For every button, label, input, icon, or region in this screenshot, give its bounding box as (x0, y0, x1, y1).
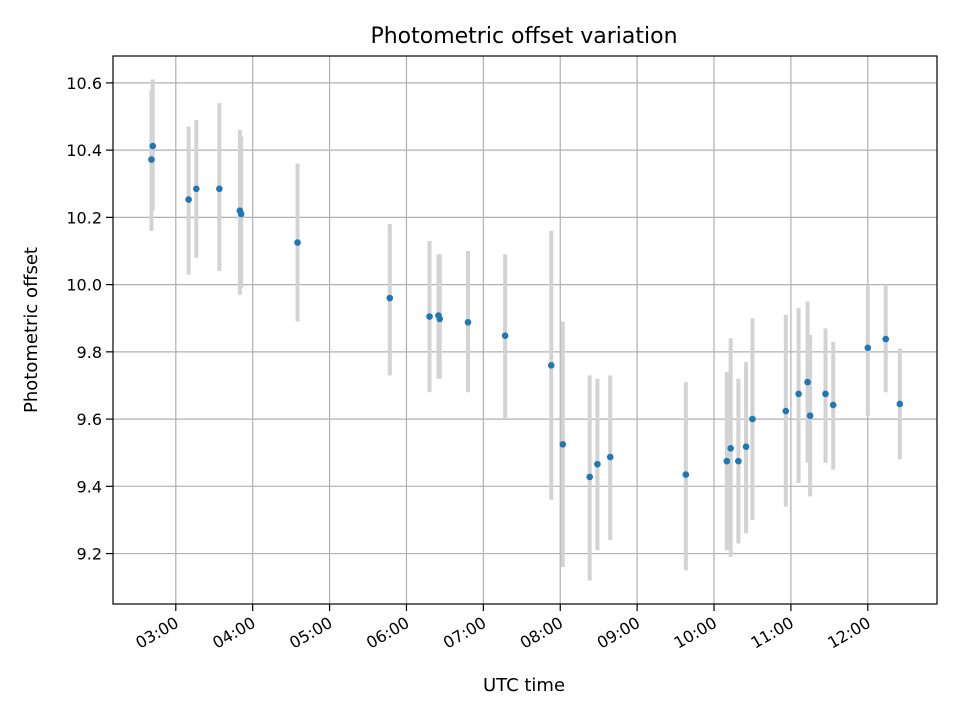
data-point (149, 142, 157, 150)
data-point (829, 401, 837, 409)
x-axis-label: UTC time (483, 675, 565, 696)
data-point (806, 412, 814, 420)
y-tick-label: 9.4 (77, 477, 102, 496)
data-point (464, 318, 472, 326)
y-tick-label: 9.6 (77, 410, 102, 429)
data-point (237, 210, 245, 218)
data-point (216, 185, 223, 193)
data-point (426, 313, 433, 320)
y-tick-label: 10.0 (66, 276, 102, 295)
data-point (386, 294, 394, 302)
chart-title: Photometric offset variation (370, 24, 677, 49)
data-point (882, 335, 890, 343)
data-point (896, 400, 904, 408)
data-point (822, 390, 829, 398)
data-point (723, 457, 731, 465)
data-point (782, 407, 790, 415)
data-point (606, 453, 614, 461)
data-point (436, 315, 444, 323)
data-point (501, 332, 509, 340)
y-tick-label: 9.8 (77, 343, 102, 362)
data-points (148, 142, 904, 481)
data-point (594, 460, 601, 468)
data-point (586, 473, 594, 481)
data-point (742, 443, 750, 450)
data-point (294, 239, 301, 246)
y-axis-ticks: 9.2 9.4 9.6 9.8 10.0 10.2 10.4 10.6 (66, 74, 113, 564)
data-point (547, 362, 555, 369)
data-point (559, 441, 567, 448)
data-point (795, 390, 802, 398)
data-point (735, 457, 742, 465)
y-axis-label: Photometric offset (21, 247, 42, 413)
data-point (682, 471, 690, 478)
y-tick-label: 10.4 (66, 141, 102, 160)
plot-frame (112, 55, 938, 605)
y-tick-label: 9.2 (77, 545, 102, 564)
data-point (804, 378, 811, 386)
data-point (727, 445, 734, 452)
data-point (148, 156, 155, 163)
y-tick-label: 10.6 (66, 74, 102, 93)
data-point (864, 344, 872, 352)
data-point (749, 415, 756, 423)
data-point (192, 185, 200, 193)
y-tick-label: 10.2 (66, 208, 102, 227)
data-point (185, 196, 192, 203)
